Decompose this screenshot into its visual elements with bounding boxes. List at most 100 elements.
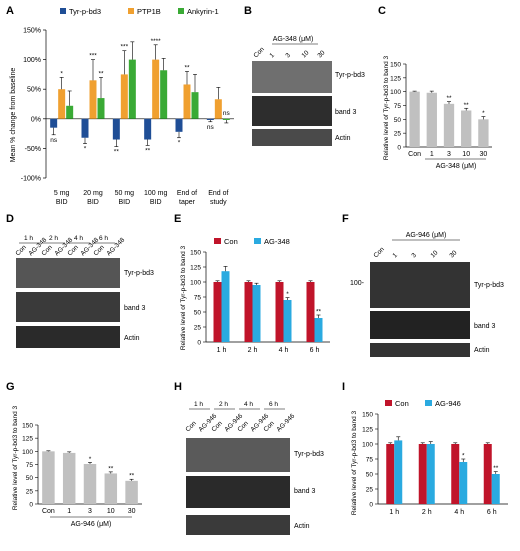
blot-d-label-tyr: Tyr-p-bd3 bbox=[124, 270, 154, 277]
blot-f-lane-label: 30 bbox=[448, 249, 458, 259]
chart-e-bar bbox=[213, 282, 222, 342]
chart-i-bar bbox=[459, 462, 468, 504]
chart-i-ytick-label: 75 bbox=[366, 457, 374, 464]
blot-d-group-label: 6 h bbox=[99, 235, 108, 242]
blot-f-band-band3 bbox=[370, 311, 470, 339]
chart-e-ytick-label: 25 bbox=[194, 325, 202, 332]
chart-c-bars: 0 25 50 75 100 125 150 Con 1 ** 3 ** 10 * 30 bbox=[390, 62, 492, 158]
chart-e-bar bbox=[244, 282, 253, 342]
chart-e-bar bbox=[252, 285, 261, 342]
chart-g-category-label: 3 bbox=[88, 508, 92, 515]
chart-a-category-label: 50 mg bbox=[115, 190, 135, 197]
chart-a-bars: -100% -50% 0% 50% 100% 150% 5 mg BID 20 mg BID 50 … bbox=[21, 7, 234, 206]
blot-f-lane-label: 1 bbox=[391, 252, 399, 260]
chart-g-ylabel: Relative level of Tyr-p-bd3 to band 3 bbox=[12, 405, 19, 510]
chart-a-category-label: 20 mg bbox=[83, 190, 103, 197]
chart-g-category-label: 10 bbox=[107, 508, 115, 515]
chart-a-bar bbox=[97, 98, 105, 119]
chart-c-xlabel: AG-348 (μM) bbox=[436, 163, 477, 170]
chart-e-bar bbox=[283, 300, 292, 342]
blot-d-label-band3: band 3 bbox=[124, 305, 146, 312]
chart-e-legend-swatch bbox=[254, 238, 261, 244]
blot-b: AG-348 (μM) Con 1 3 10 30 Tyr-p-bd3 band 3 A… bbox=[252, 36, 365, 146]
blot-f-lane-label: 3 bbox=[410, 252, 418, 260]
panel-label-b: B bbox=[244, 5, 252, 17]
chart-e-category-label: 4 h bbox=[279, 347, 289, 354]
chart-a-signif: ns bbox=[50, 137, 58, 144]
panel-label-d: D bbox=[6, 213, 14, 225]
chart-c-signif: * bbox=[482, 110, 485, 117]
blot-h-label-tyr: Tyr-p-bd3 bbox=[294, 451, 324, 458]
chart-e-signif: * bbox=[286, 291, 289, 298]
chart-i-signif: * bbox=[462, 453, 465, 460]
chart-c-ytick-label: 0 bbox=[397, 145, 401, 152]
chart-a-ytick-label: 100% bbox=[23, 57, 41, 64]
chart-g-category-label: 30 bbox=[128, 508, 136, 515]
chart-e-ytick-label: 0 bbox=[197, 340, 201, 347]
blot-b-band-tyr bbox=[252, 61, 332, 93]
chart-a-signif: *** bbox=[121, 44, 129, 51]
chart-i-signif: ** bbox=[493, 465, 499, 472]
chart-a-category-label: End of bbox=[177, 190, 197, 197]
blot-b-label-band3: band 3 bbox=[335, 109, 357, 116]
blot-h-band-actin bbox=[186, 515, 290, 535]
chart-a-category-label: taper bbox=[179, 199, 196, 206]
chart-a-category-label: End of bbox=[208, 190, 228, 197]
chart-a-legend-label: PTP1B bbox=[137, 7, 161, 16]
chart-c-category-label: Con bbox=[408, 151, 421, 158]
chart-a-bar bbox=[222, 118, 230, 120]
blot-h-band-tyr bbox=[186, 438, 290, 472]
blot-h-lane-label: Con bbox=[184, 420, 198, 434]
chart-a-category-label: 100 mg bbox=[144, 190, 167, 197]
chart-a-bar bbox=[58, 89, 66, 119]
chart-e-bar bbox=[306, 282, 315, 342]
chart-g-xlabel: AG-946 (μM) bbox=[71, 521, 112, 528]
chart-e-bar bbox=[275, 282, 284, 342]
blot-f: AG-946 (μM) Con 1 3 10 30 100- Tyr-p-bd3 ban… bbox=[350, 232, 504, 357]
chart-i-bar bbox=[483, 444, 492, 504]
chart-c-signif: ** bbox=[464, 102, 470, 109]
blot-b-lane-label: 3 bbox=[284, 52, 292, 60]
chart-e-ytick-label: 125 bbox=[190, 265, 201, 272]
chart-i-ylabel: Relative level of Tyr-p-bd3 to band 3 bbox=[351, 410, 358, 515]
chart-i-category-label: 1 h bbox=[389, 509, 399, 516]
chart-e-bar bbox=[221, 271, 230, 342]
chart-i-bar bbox=[426, 444, 435, 504]
blot-b-lane-label: 10 bbox=[300, 49, 310, 59]
chart-a-ylabel: Mean % change from baseline bbox=[10, 68, 17, 163]
chart-a-bar bbox=[128, 59, 136, 119]
chart-i-legend-label: Con bbox=[395, 399, 409, 408]
blot-h-group-label: 4 h bbox=[244, 401, 253, 408]
chart-e-bars: 0 25 50 75 100 125 150 1 h 2 h * 4 h ** 6 h Con AG-348 bbox=[190, 237, 330, 354]
panel-label-g: G bbox=[6, 381, 15, 393]
chart-a-signif: ** bbox=[184, 64, 190, 71]
panel-label-i: I bbox=[342, 381, 345, 393]
blot-f-band-actin bbox=[370, 343, 470, 357]
chart-a-legend-swatch bbox=[178, 8, 184, 14]
chart-a-signif: **** bbox=[151, 38, 162, 45]
chart-i-legend-swatch bbox=[385, 400, 392, 406]
chart-g-ytick-label: 25 bbox=[26, 488, 34, 495]
chart-e-ytick-label: 150 bbox=[190, 250, 201, 257]
chart-a-bar bbox=[66, 105, 74, 119]
blot-h-group-label: 1 h bbox=[194, 401, 203, 408]
chart-i-category-label: 2 h bbox=[422, 509, 432, 516]
chart-c-category-label: 30 bbox=[480, 151, 488, 158]
chart-a-signif: *** bbox=[89, 53, 97, 60]
chart-a-category-label: 5 mg bbox=[54, 190, 70, 197]
chart-a-bar bbox=[175, 118, 183, 132]
chart-g-bars: 0 25 50 75 100 125 150 Con 1 * 3 ** 10 ** 30 bbox=[22, 423, 142, 515]
chart-g-bar bbox=[125, 480, 138, 504]
blot-f-marker: 100- bbox=[350, 280, 365, 287]
chart-a-signif: * bbox=[84, 146, 87, 153]
chart-c-bar bbox=[426, 92, 437, 147]
chart-e-category-label: 2 h bbox=[248, 347, 258, 354]
blot-b-lane-label: 30 bbox=[316, 49, 326, 59]
chart-i-bar bbox=[451, 444, 460, 504]
chart-a-signif: ** bbox=[98, 70, 104, 77]
chart-c-category-label: 1 bbox=[430, 151, 434, 158]
chart-a-signif: ns bbox=[207, 124, 215, 131]
chart-a-category-label: BID bbox=[118, 199, 130, 206]
chart-i-ytick-label: 25 bbox=[366, 487, 374, 494]
blot-h-lane-label: AG-946 bbox=[275, 412, 296, 433]
